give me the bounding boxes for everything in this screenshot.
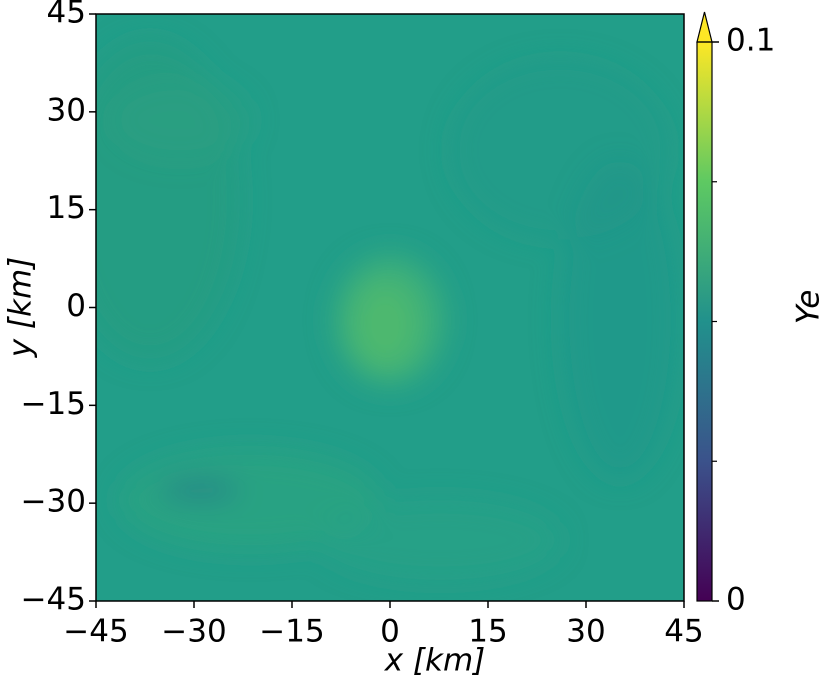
field-texture [96,40,680,580]
y-tick-label: 0 [66,288,86,324]
y-tick-label: 30 [47,92,86,128]
field-blobs [96,40,680,580]
field-blob [110,80,250,160]
colorbar [697,42,712,601]
colorbar-tick-label: 0.1 [726,23,775,59]
colorbar-extension [696,11,713,43]
x-tick-label: 45 [664,614,703,650]
colorbar-tick-label: 0 [726,582,746,618]
y-tick-label: −15 [21,386,86,422]
field-blob [120,450,380,550]
y-tick-label: 15 [47,190,86,226]
field-blob [560,160,680,480]
y-tick-label: −30 [21,484,86,520]
colorbar-label: Ye [791,290,827,325]
x-tick-label: 0 [380,614,400,650]
x-tick-label: −30 [161,614,226,650]
y-tick-label: −45 [21,582,86,618]
x-tick-label: −45 [63,614,128,650]
x-tick-label: 30 [566,614,605,650]
field-blob [160,480,240,500]
field-blob [320,500,560,580]
y-axis-label: y [km] [3,257,39,359]
y-tick-label: 45 [47,0,86,31]
x-tick-label: 15 [468,614,507,650]
field-blob [350,280,420,370]
x-axis-label: x [km] [384,643,486,679]
x-tick-label: −15 [259,614,324,650]
